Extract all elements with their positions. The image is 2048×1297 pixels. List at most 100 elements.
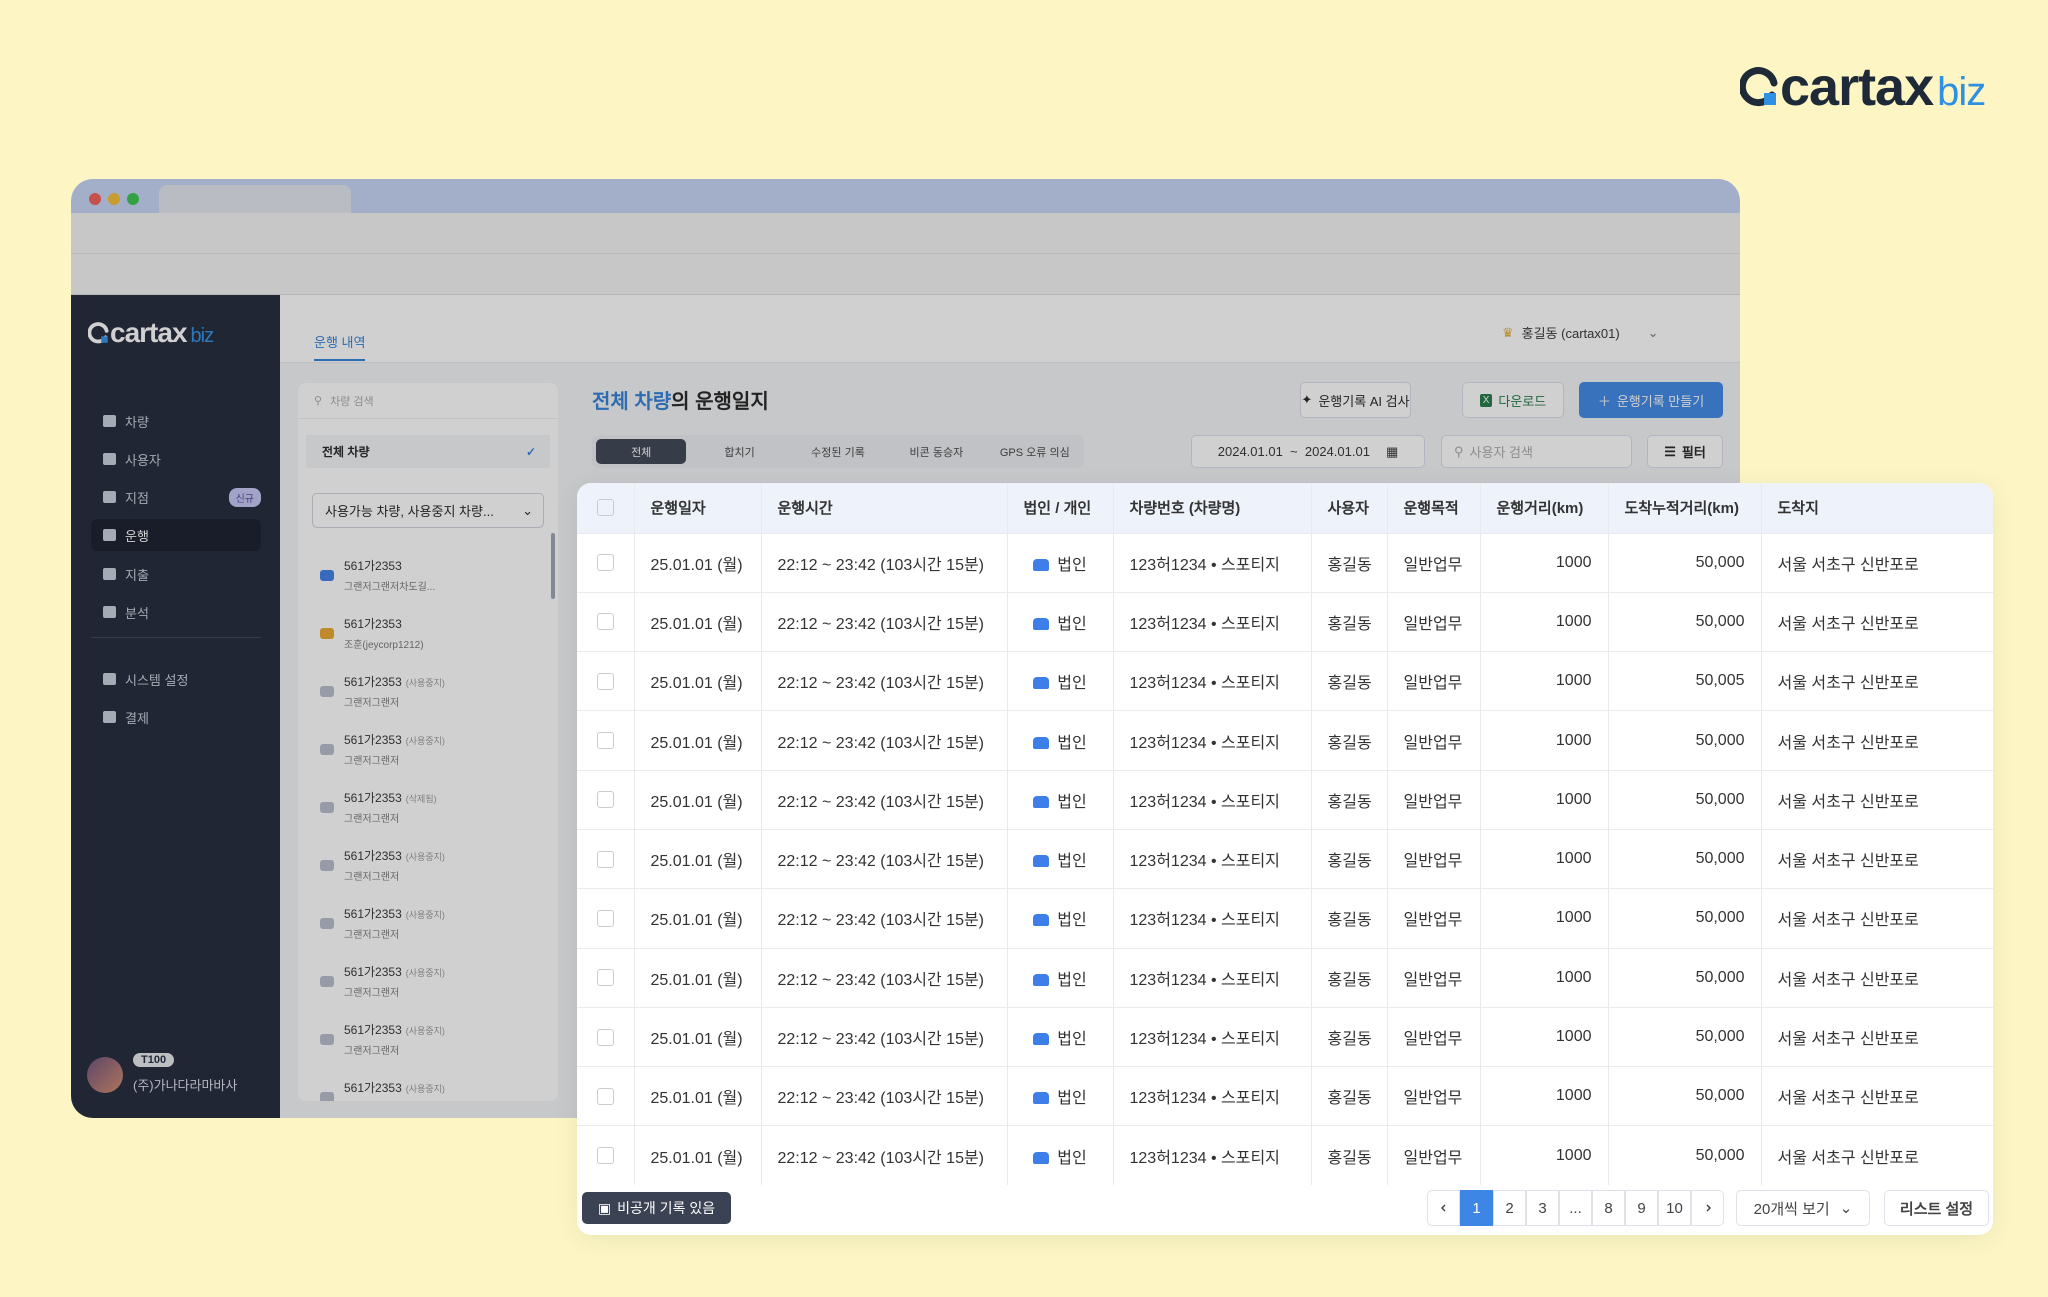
table-row[interactable]: 25.01.01 (월) 22:12 ~ 23:42 (103시간 15분) 법인 1… (577, 1125, 1993, 1186)
column-header: 운행목적 (1387, 483, 1481, 533)
cell: 홍길동 (1311, 828, 1388, 889)
vehicle-item[interactable]: 561가2353(사용중지) 그랜저그랜저 (320, 665, 540, 717)
nav-item[interactable]: 분석 (91, 596, 261, 628)
cell: 50,000 (1608, 532, 1762, 593)
cell: 25.01.01 (월) (634, 828, 762, 889)
vehicle-text: 561가2353 조훈(jeycorp1212) (344, 615, 424, 651)
nav-icon (103, 529, 116, 541)
vehicle-item[interactable]: 561가2353(사용중지) 그랜저그랜저 (320, 1071, 540, 1101)
date-range[interactable]: 2024.01.01 ~ 2024.01.01 ▦ (1191, 435, 1425, 468)
nav-item[interactable]: 지점 신규 (91, 481, 261, 513)
page-button[interactable]: 2 (1493, 1190, 1526, 1226)
page-button[interactable]: 1 (1460, 1190, 1493, 1226)
cell: 123허1234 • 스포티지 (1113, 947, 1312, 1008)
filter-tab[interactable]: 전체 (596, 439, 687, 464)
cell: 1000 (1480, 888, 1609, 949)
filter-tab[interactable]: 수정된 기록 (811, 446, 865, 459)
row-select[interactable] (577, 769, 635, 830)
filter-tab[interactable]: GPS 오류 의심 (999, 446, 1070, 459)
checkbox[interactable] (596, 1147, 614, 1165)
checkbox[interactable] (596, 909, 614, 927)
title-bar (71, 179, 1740, 213)
vehicle-item[interactable]: 561가2353 조훈(jeycorp1212) (320, 607, 540, 659)
page-button[interactable]: ... (1559, 1190, 1592, 1226)
checkbox[interactable] (596, 850, 614, 868)
all-vehicles[interactable]: 전체 차량 ✓ (306, 435, 550, 468)
vehicle-item[interactable]: 561가2353(사용중지) 그랜저그랜저 (320, 723, 540, 775)
row-select[interactable] (577, 532, 635, 593)
checkbox[interactable] (596, 791, 614, 809)
vehicle-search[interactable]: ⚲ 차량 검색 (298, 383, 558, 419)
table-row[interactable]: 25.01.01 (월) 22:12 ~ 23:42 (103시간 15분) 법인 1… (577, 710, 1993, 771)
nav-item[interactable]: 차량 (91, 405, 261, 437)
download-button[interactable]: X 다운로드 (1462, 382, 1564, 418)
filter-tab[interactable]: 합치기 (724, 446, 755, 459)
filter-button[interactable]: ☰ 필터 (1647, 435, 1723, 468)
vehicle-item[interactable]: 561가2353(사용중지) 그랜저그랜저 (320, 897, 540, 949)
user-search[interactable]: ⚲ 사용자 검색 (1441, 435, 1632, 468)
vehicle-item[interactable]: 561가2353(사용중지) 그랜저그랜저 (320, 1013, 540, 1065)
row-select[interactable] (577, 828, 635, 889)
row-select[interactable] (577, 591, 635, 652)
page-button[interactable]: 9 (1625, 1190, 1658, 1226)
checkbox[interactable] (596, 672, 614, 690)
nav-item[interactable]: 운행 (91, 519, 261, 551)
table-row[interactable]: 25.01.01 (월) 22:12 ~ 23:42 (103시간 15분) 법인 1… (577, 1006, 1993, 1067)
page-button[interactable]: 10 (1658, 1190, 1691, 1226)
checkbox[interactable] (596, 613, 614, 631)
vehicle-item[interactable]: 561가2353 (삭제됨) 그랜저그랜저 (320, 781, 540, 833)
car-icon (1033, 795, 1050, 808)
cell: 1000 (1480, 947, 1609, 1008)
page-button[interactable]: 3 (1526, 1190, 1559, 1226)
table-row[interactable]: 25.01.01 (월) 22:12 ~ 23:42 (103시간 15분) 법인 1… (577, 532, 1993, 593)
row-select[interactable] (577, 710, 635, 771)
nav-item[interactable]: 사용자 (91, 443, 261, 475)
per-page-select[interactable]: 20개씩 보기 ⌄ (1736, 1190, 1870, 1226)
create-button[interactable]: ＋ 운행기록 만들기 (1579, 382, 1723, 418)
row-select[interactable] (577, 1066, 635, 1126)
vehicle-item[interactable]: 561가2353(사용중지) 그랜저그랜저 (320, 839, 540, 891)
header-tab[interactable]: 운행 내역 (314, 332, 366, 361)
private-records-badge[interactable]: ▣ 비공개 기록 있음 (582, 1192, 731, 1224)
table-row[interactable]: 25.01.01 (월) 22:12 ~ 23:42 (103시간 15분) 법인 1… (577, 769, 1993, 830)
cell: 22:12 ~ 23:42 (103시간 15분) (761, 1125, 1008, 1186)
table-row[interactable]: 25.01.01 (월) 22:12 ~ 23:42 (103시간 15분) 법인 1… (577, 828, 1993, 889)
select-all[interactable] (577, 483, 635, 533)
checkbox[interactable] (596, 1028, 614, 1046)
user-menu[interactable]: ♛ 홍길동 (cartax01) ⌄ (1502, 324, 1659, 342)
row-select[interactable] (577, 1125, 635, 1186)
page-button[interactable]: 8 (1592, 1190, 1625, 1226)
row-select[interactable] (577, 1006, 635, 1067)
table-row[interactable]: 25.01.01 (월) 22:12 ~ 23:42 (103시간 15분) 법인 1… (577, 947, 1993, 1008)
vehicle-status: (사용중지) (405, 852, 445, 862)
table-row[interactable]: 25.01.01 (월) 22:12 ~ 23:42 (103시간 15분) 법인 1… (577, 591, 1993, 652)
cell: 1000 (1480, 1125, 1609, 1186)
next-page[interactable] (1691, 1190, 1724, 1226)
settings-item[interactable]: 결제 (91, 701, 261, 733)
checkbox[interactable] (596, 732, 614, 750)
table-row[interactable]: 25.01.01 (월) 22:12 ~ 23:42 (103시간 15분) 법인 1… (577, 1066, 1993, 1126)
checkbox[interactable] (596, 969, 614, 987)
row-select[interactable] (577, 888, 635, 949)
vehicle-item[interactable]: 561가2353 그랜저그랜저차도길... (320, 549, 540, 601)
row-select[interactable] (577, 947, 635, 1008)
ai-check-button[interactable]: ✦ 운행기록 AI 검사 (1300, 382, 1411, 418)
vehicle-item[interactable]: 561가2353(사용중지) 그랜저그랜저 (320, 955, 540, 1007)
table-row[interactable]: 25.01.01 (월) 22:12 ~ 23:42 (103시간 15분) 법인 1… (577, 888, 1993, 949)
cell: 123허1234 • 스포티지 (1113, 1006, 1312, 1067)
sidebar-brand-suffix: biz (190, 324, 215, 347)
cell-text: 법인 (1057, 853, 1087, 871)
settings-item[interactable]: 시스템 설정 (91, 663, 261, 695)
checkbox[interactable] (596, 1087, 614, 1105)
checkbox[interactable] (596, 554, 614, 572)
table-row[interactable]: 25.01.01 (월) 22:12 ~ 23:42 (103시간 15분) 법인 1… (577, 651, 1993, 711)
cell: 1000 (1480, 769, 1609, 830)
vehicle-search-placeholder: 차량 검색 (330, 395, 374, 408)
row-select[interactable] (577, 651, 635, 711)
filter-tab[interactable]: 비콘 동승자 (909, 446, 964, 459)
list-settings-button[interactable]: 리스트 설정 (1884, 1190, 1989, 1226)
nav-item[interactable]: 지출 (91, 558, 261, 590)
prev-page[interactable] (1427, 1190, 1460, 1226)
browser-tab[interactable] (159, 185, 351, 213)
vehicle-filter-dropdown[interactable]: 사용가능 차량, 사용중지 차량... ⌄ (312, 493, 544, 528)
